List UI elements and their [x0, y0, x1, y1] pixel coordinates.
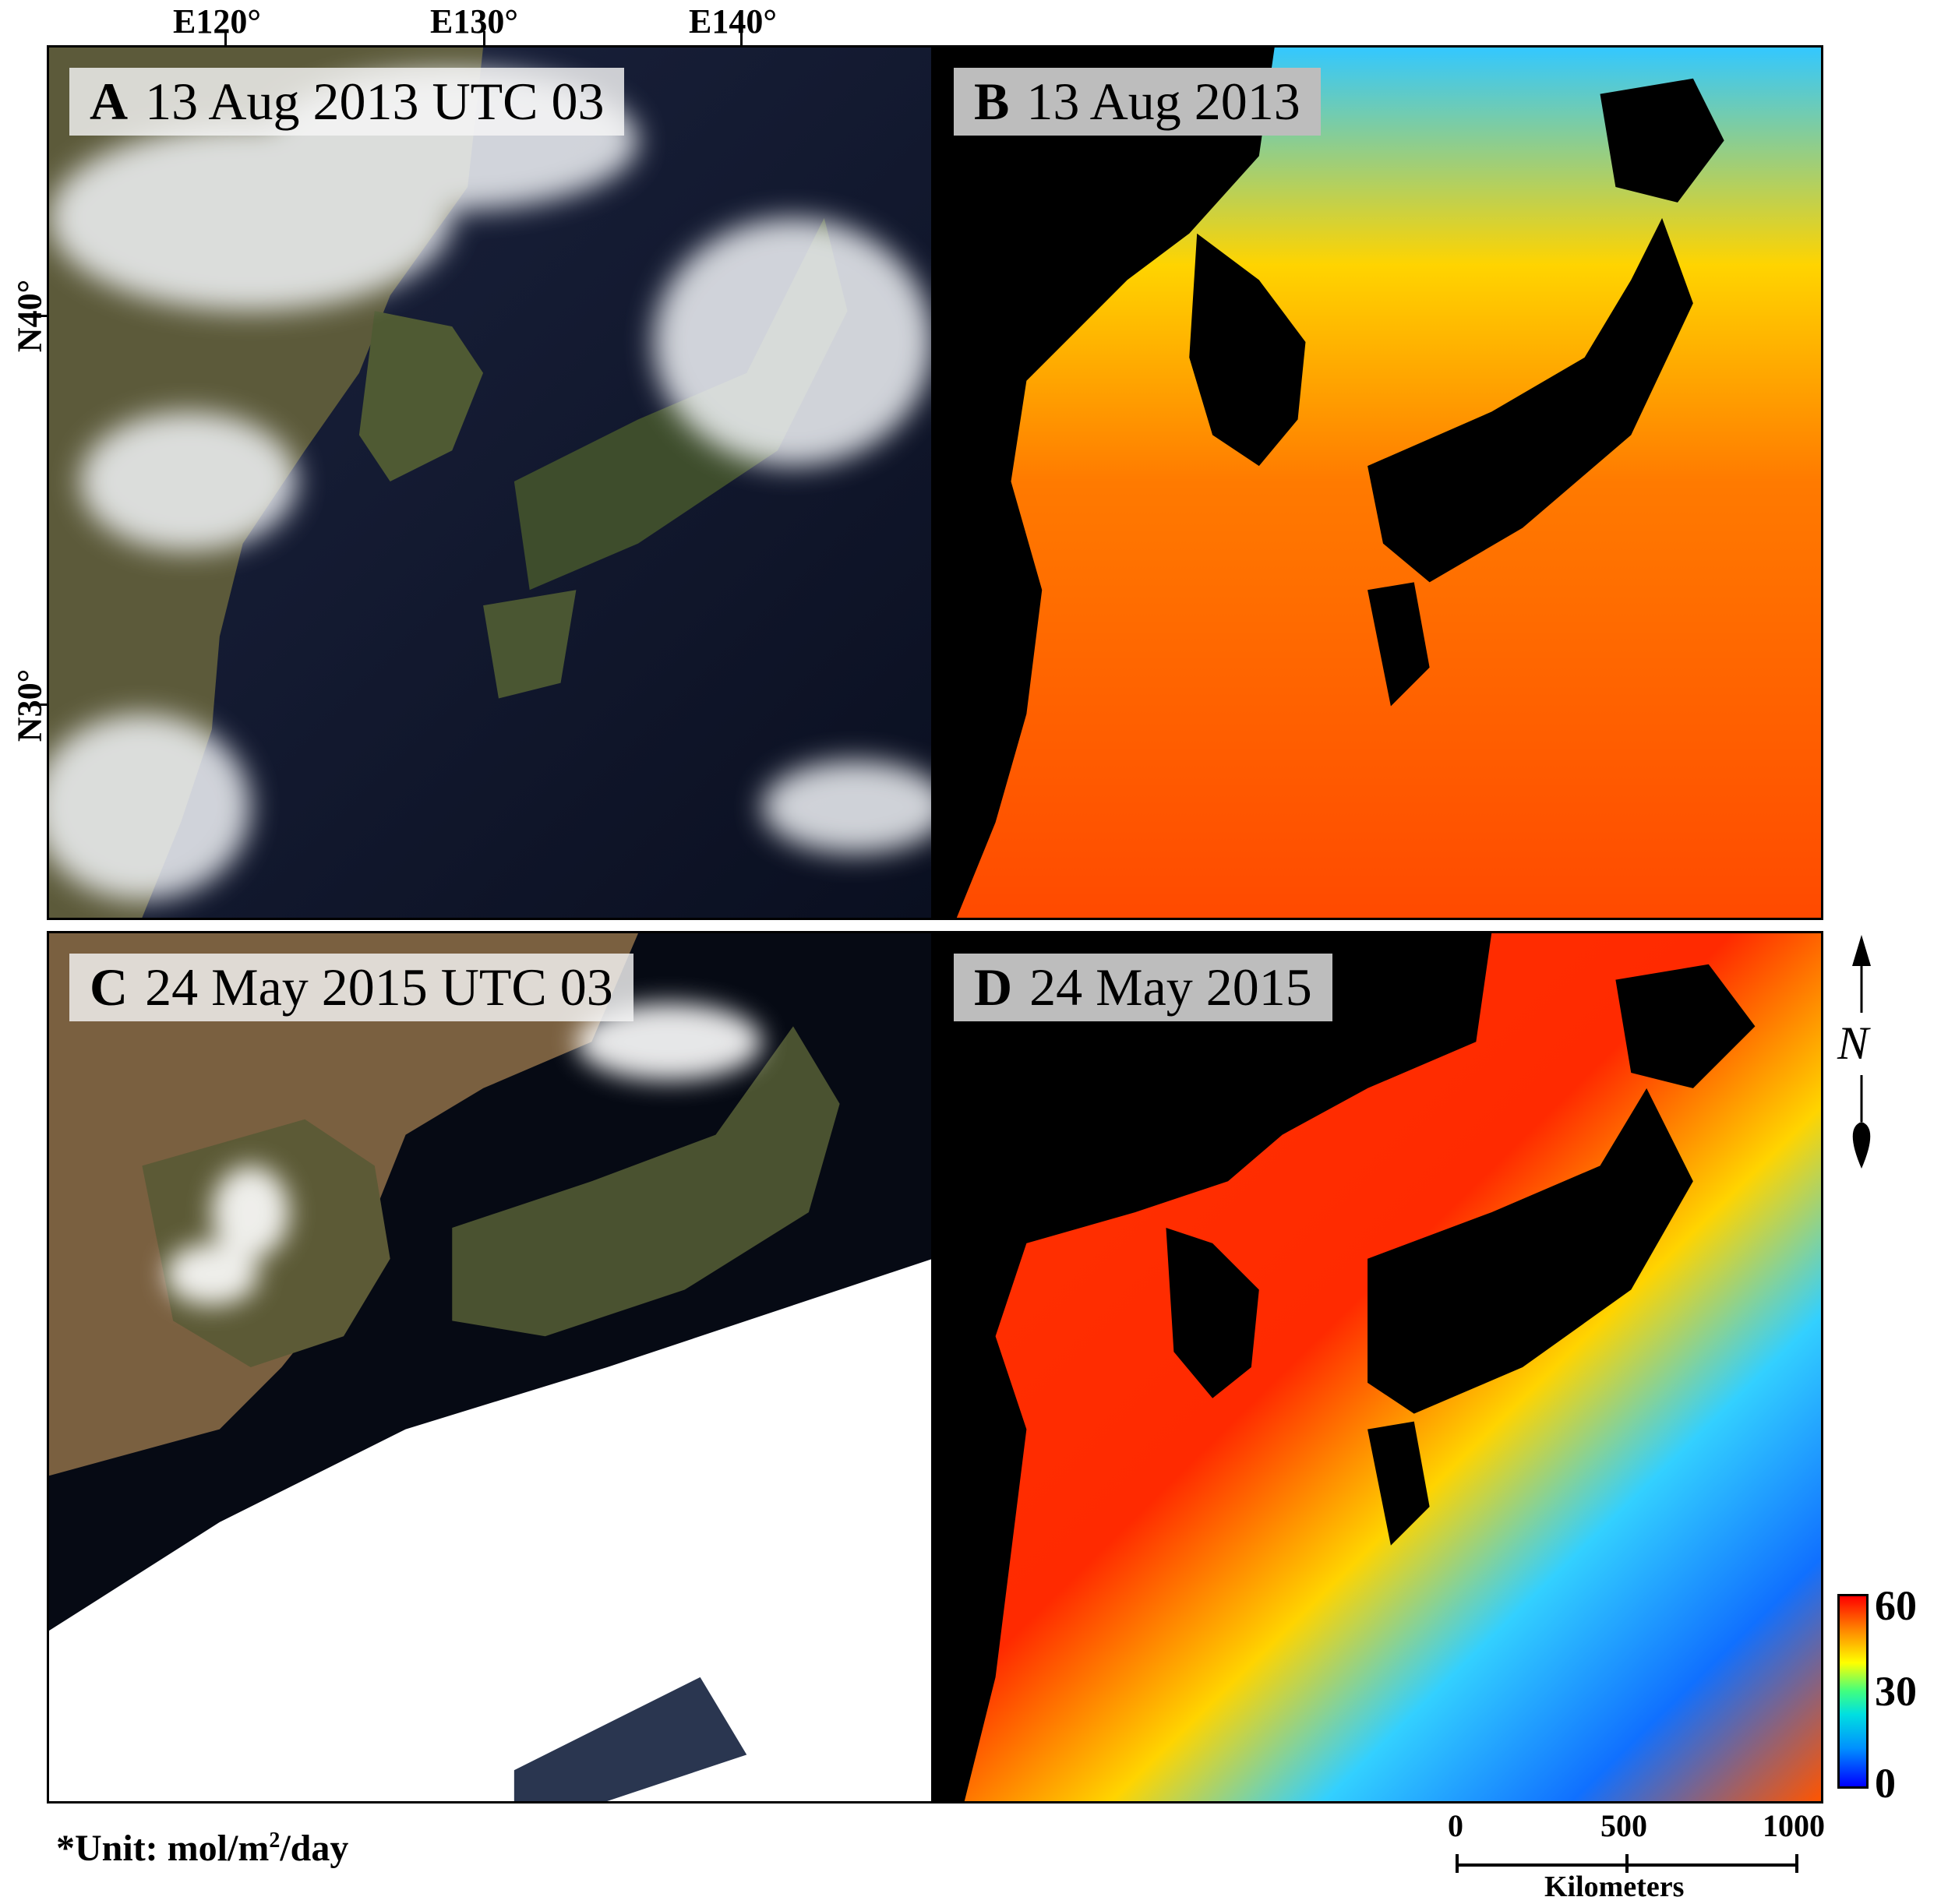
colorbar — [1837, 1594, 1869, 1789]
lon-label-140: E140° — [689, 2, 777, 41]
north-symbol: N — [1837, 1017, 1869, 1069]
par-map-b — [933, 48, 1821, 918]
panel-b-letter: B — [974, 72, 1010, 131]
panel-d-par-map: D 24 May 2015 — [931, 931, 1823, 1804]
scale-tick-label: 0 — [1448, 1808, 1463, 1843]
panel-d-label: D 24 May 2015 — [954, 954, 1332, 1021]
lon-tick — [740, 31, 743, 48]
panel-b-par-map: B 13 Aug 2013 — [931, 45, 1823, 920]
colorbar-min: 0 — [1875, 1760, 1896, 1807]
scale-tick-label: 1000 — [1763, 1808, 1825, 1843]
lat-tick — [31, 315, 48, 317]
par-map-d — [933, 933, 1821, 1801]
panel-c-letter: C — [90, 957, 129, 1017]
panel-a-satellite-image: A 13 Aug 2013 UTC 03 — [47, 45, 935, 920]
lon-tick — [224, 31, 227, 48]
panel-b-label: B 13 Aug 2013 — [954, 68, 1321, 136]
panel-c-satellite-image: C 24 May 2015 UTC 03 — [47, 931, 935, 1804]
panel-c-label: C 24 May 2015 UTC 03 — [69, 954, 633, 1021]
lon-label-130: E130° — [430, 2, 518, 41]
unit-label: *Unit: mol/m2/day — [56, 1827, 348, 1870]
scale-bar-tick — [1625, 1854, 1629, 1873]
panel-a-label: A 13 Aug 2013 UTC 03 — [69, 68, 625, 136]
panel-d-letter: D — [974, 957, 1013, 1017]
panel-a-date: 13 Aug 2013 UTC 03 — [145, 72, 605, 131]
satellite-image-a — [49, 48, 933, 918]
unit-exponent: 2 — [269, 1828, 281, 1853]
panel-d-date: 24 May 2015 — [1029, 957, 1312, 1017]
lon-tick — [483, 31, 485, 48]
panel-a-letter: A — [90, 72, 129, 131]
scale-bar-tick — [1795, 1854, 1798, 1873]
scale-bar-tick — [1456, 1854, 1459, 1873]
scale-tick-label: 500 — [1600, 1808, 1647, 1843]
unit-prefix: *Unit: mol/m — [56, 1828, 270, 1869]
panel-b-date: 13 Aug 2013 — [1026, 72, 1300, 131]
unit-suffix: /day — [280, 1828, 349, 1869]
panel-c-date: 24 May 2015 UTC 03 — [145, 957, 613, 1017]
lat-tick — [31, 703, 48, 706]
satellite-image-c — [49, 933, 933, 1801]
scale-bar-title: Kilometers — [1544, 1871, 1685, 1903]
colorbar-mid: 30 — [1875, 1668, 1917, 1715]
north-arrow-icon — [1852, 935, 1871, 1169]
lon-label-120: E120° — [173, 2, 261, 41]
colorbar-max: 60 — [1875, 1582, 1917, 1629]
